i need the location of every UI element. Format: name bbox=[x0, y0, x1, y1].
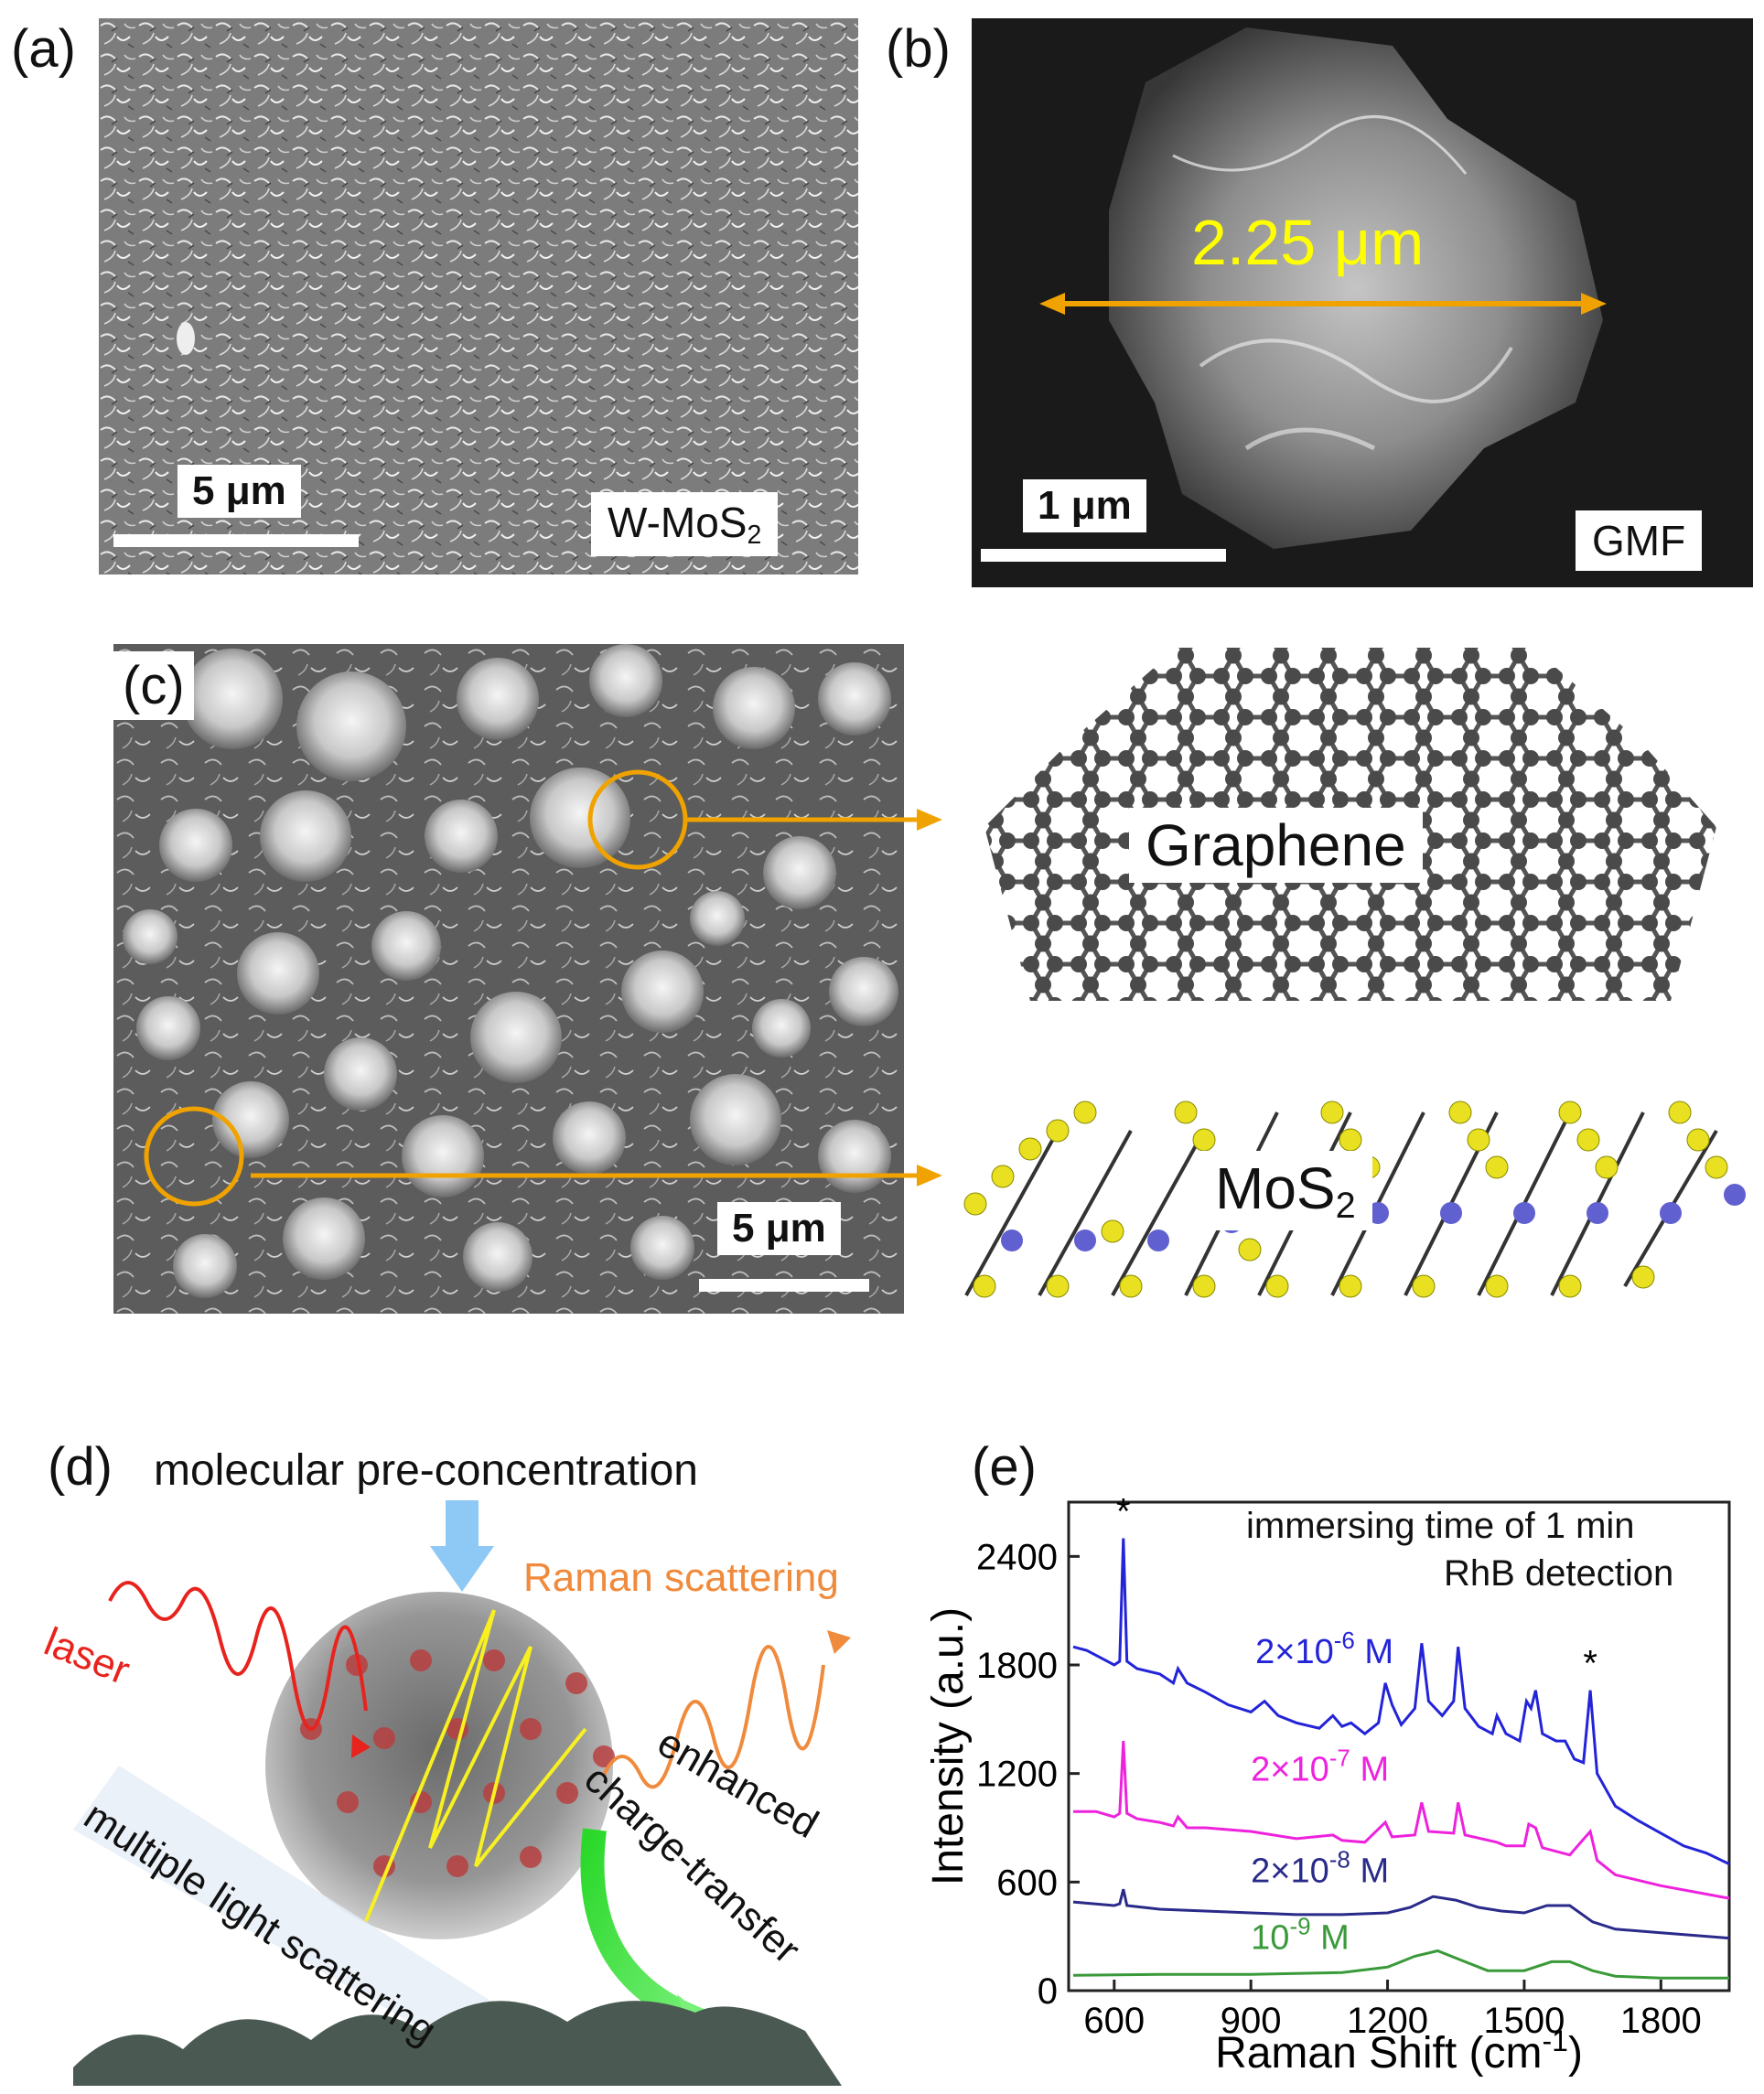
x-tick-label: 600 bbox=[1083, 2001, 1145, 2041]
sphere-aggregate bbox=[265, 1592, 613, 1939]
series-label: 2×10-8 M bbox=[1251, 1845, 1389, 1890]
raman-label: Raman scattering bbox=[523, 1555, 839, 1600]
y-axis-label: Intensity (a.u.) bbox=[924, 1607, 973, 1885]
panel-label-a: (a) bbox=[11, 19, 76, 79]
laser-wave bbox=[108, 1581, 368, 1731]
scale-bar-label-c: 5 μm bbox=[717, 1202, 841, 1255]
pre-concentration-arrow-head bbox=[430, 1546, 494, 1592]
sem-image-w-mos2: 5 μm W-MoS2 bbox=[99, 18, 858, 575]
sem-image-composite: 5 μm bbox=[113, 644, 904, 1314]
sem-image-gmf: 2.25 μm 1 μm GMF bbox=[972, 18, 1753, 587]
series-line bbox=[1073, 1741, 1730, 1900]
light-path bbox=[364, 1609, 587, 1922]
pointer-arrows bbox=[684, 809, 942, 1187]
scale-bar-label-a: 5 μm bbox=[177, 465, 301, 518]
sample-tag-gmf: GMF bbox=[1576, 510, 1703, 571]
chart-annotation-line1: immersing time of 1 min bbox=[1246, 1506, 1635, 1546]
peak-star: * bbox=[1583, 1644, 1597, 1684]
substrate bbox=[73, 2001, 842, 2086]
peak-stars: ** bbox=[1116, 1492, 1597, 1684]
mechanism-illustration bbox=[73, 1500, 851, 2086]
y-ticks: 0 600 1200 1800 2400 bbox=[976, 1537, 1080, 2012]
series-lines: 2×10-6 M 2×10-7 M 2×10-8 M 10-9 M bbox=[1072, 1538, 1730, 1980]
sem-texture-b bbox=[1039, 27, 1607, 549]
x-tick-label: 1500 bbox=[1483, 2001, 1565, 2041]
series-line bbox=[1072, 1949, 1729, 1980]
x-axis-label: Raman Shift (cm-1) bbox=[1215, 2024, 1583, 2078]
scale-bar-c bbox=[699, 1279, 869, 1292]
graphene-label: Graphene bbox=[1129, 808, 1423, 883]
peak-star: * bbox=[1116, 1492, 1131, 1532]
mos2-label-subscript: 2 bbox=[1335, 1185, 1356, 1226]
panel-label-d: (d) bbox=[48, 1437, 113, 1497]
chart-annotation-line2: RhB detection bbox=[1444, 1553, 1674, 1594]
panel-label-c: (c) bbox=[113, 651, 194, 720]
y-tick-label: 600 bbox=[996, 1863, 1058, 1903]
y-tick-label: 0 bbox=[1038, 1971, 1058, 2012]
scale-bar-label-b: 1 μm bbox=[1023, 479, 1146, 532]
sample-tag-subscript: 2 bbox=[747, 521, 762, 551]
sample-tag-text: W-MoS bbox=[608, 499, 748, 546]
series-label: 2×10-7 M bbox=[1251, 1745, 1389, 1789]
scale-bar-a bbox=[113, 534, 359, 547]
x-ticks: 600 900 1200 1500 1800 bbox=[1083, 1980, 1702, 2041]
y-tick-label: 1200 bbox=[976, 1755, 1058, 1795]
panel-label-e: (e) bbox=[972, 1437, 1037, 1497]
raman-spectra-chart: 600 900 1200 1500 1800 0 600 1200 1800 2400 2×10… bbox=[924, 1492, 1731, 2078]
measurement-label: 2.25 μm bbox=[1191, 207, 1425, 278]
series-label: 2×10-6 M bbox=[1255, 1627, 1393, 1671]
pre-concentration-arrow-stem bbox=[446, 1500, 479, 1546]
sample-tag-w-mos2: W-MoS2 bbox=[591, 492, 779, 557]
mos2-label-text: MoS bbox=[1215, 1155, 1336, 1221]
panel-label-b: (b) bbox=[886, 19, 951, 79]
y-tick-label: 1800 bbox=[976, 1646, 1058, 1686]
pre-concentration-title: molecular pre-concentration bbox=[154, 1446, 698, 1495]
x-tick-label: 1200 bbox=[1347, 2001, 1428, 2041]
scale-bar-b bbox=[981, 549, 1226, 562]
x-tick-label: 1800 bbox=[1620, 2001, 1702, 2041]
scattering-band bbox=[73, 1766, 567, 2086]
raman-wave bbox=[602, 1645, 825, 1789]
mos2-label: MoS2 bbox=[1199, 1151, 1372, 1230]
x-tick-label: 900 bbox=[1221, 2001, 1282, 2041]
plot-frame bbox=[1067, 1500, 1731, 1992]
series-line bbox=[1072, 1538, 1730, 1865]
pointer-arrow-lower-stem bbox=[251, 1173, 690, 1178]
y-tick-label: 2400 bbox=[976, 1537, 1058, 1577]
series-label: 10-9 M bbox=[1251, 1913, 1350, 1958]
series-line bbox=[1072, 1888, 1730, 1940]
